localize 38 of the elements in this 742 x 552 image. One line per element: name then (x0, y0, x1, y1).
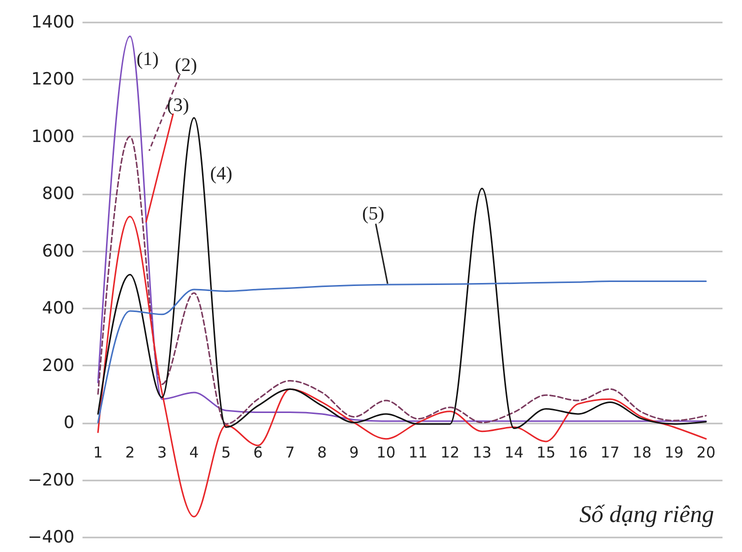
x-tick-label: 16 (568, 444, 588, 462)
text: (2) (174, 54, 198, 76)
x-tick-label: 15 (536, 444, 556, 462)
x-tick-label: 18 (632, 444, 652, 462)
y-tick-label: 800 (42, 184, 74, 204)
x-tick-label: 10 (376, 444, 396, 462)
x-tick-label: 11 (408, 444, 428, 462)
y-tick-label: 0 (64, 413, 74, 434)
y-tick-label: 1400 (31, 12, 74, 32)
x-tick-label: 1 (93, 444, 103, 462)
x-tick-label: 7 (285, 444, 295, 462)
line-series (97, 280, 707, 424)
y-tick-label: 600 (42, 241, 74, 262)
x-tick-label: 2 (125, 444, 135, 462)
y-tick-label: 200 (42, 356, 74, 376)
x-tick-label: 6 (253, 444, 263, 462)
x-tick-label: 17 (600, 444, 620, 462)
x-tick-label: 9 (349, 444, 359, 462)
x-tick-label: 12 (440, 444, 460, 462)
x-tick-label: 20 (696, 444, 716, 462)
x-tick-label: 14 (504, 444, 524, 462)
y-tick-label: 1200 (31, 70, 74, 90)
y-tick-label: −400 (28, 528, 74, 548)
y-tick-label: 400 (42, 298, 74, 319)
text: (3) (166, 94, 190, 116)
x-tick-label: 5 (221, 444, 231, 462)
x-tick-label: 19 (664, 444, 684, 462)
line-series (97, 36, 707, 422)
x-tick-label: 13 (472, 444, 492, 462)
y-tick-label: −200 (28, 470, 74, 490)
series-label: (4) (210, 164, 232, 185)
x-axis-title: Số dạng riêng (579, 502, 714, 528)
series-label: (1) (136, 49, 159, 70)
x-tick-label: 4 (189, 444, 199, 462)
y-tick-label: 1000 (31, 126, 74, 147)
x-tick-label: 3 (157, 444, 167, 462)
x-tick-label: 8 (317, 444, 327, 462)
text: (5) (362, 204, 384, 225)
